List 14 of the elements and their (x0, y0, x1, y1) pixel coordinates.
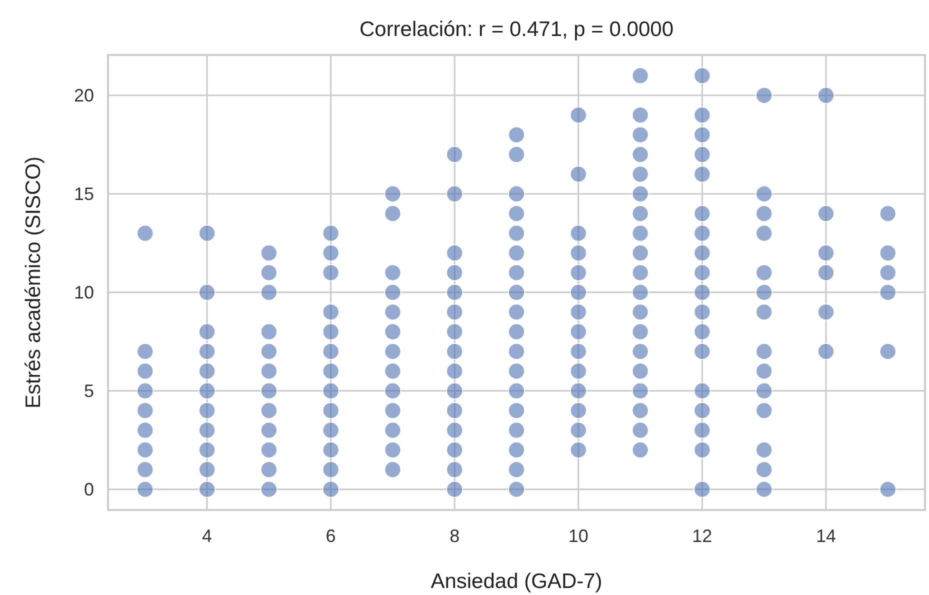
y-tick-label: 5 (84, 381, 94, 402)
y-tick-label: 15 (74, 184, 94, 204)
y-tick-label: 20 (74, 86, 94, 106)
x-tick-label: 12 (692, 526, 712, 546)
x-tick-label: 6 (326, 526, 336, 546)
x-tick-label: 14 (816, 526, 836, 546)
y-axis-title: Estrés académico (SISCO) (22, 156, 45, 409)
x-tick-label: 8 (450, 526, 460, 546)
x-axis-title: Ansiedad (GAD-7) (430, 570, 602, 593)
y-tick-label: 10 (74, 282, 94, 303)
chart-title: Correlación: r = 0.471, p = 0.0000 (359, 18, 674, 41)
y-tick-label: 0 (84, 480, 94, 500)
x-tick-label: 10 (568, 526, 588, 546)
x-tick-label: 4 (202, 526, 212, 546)
